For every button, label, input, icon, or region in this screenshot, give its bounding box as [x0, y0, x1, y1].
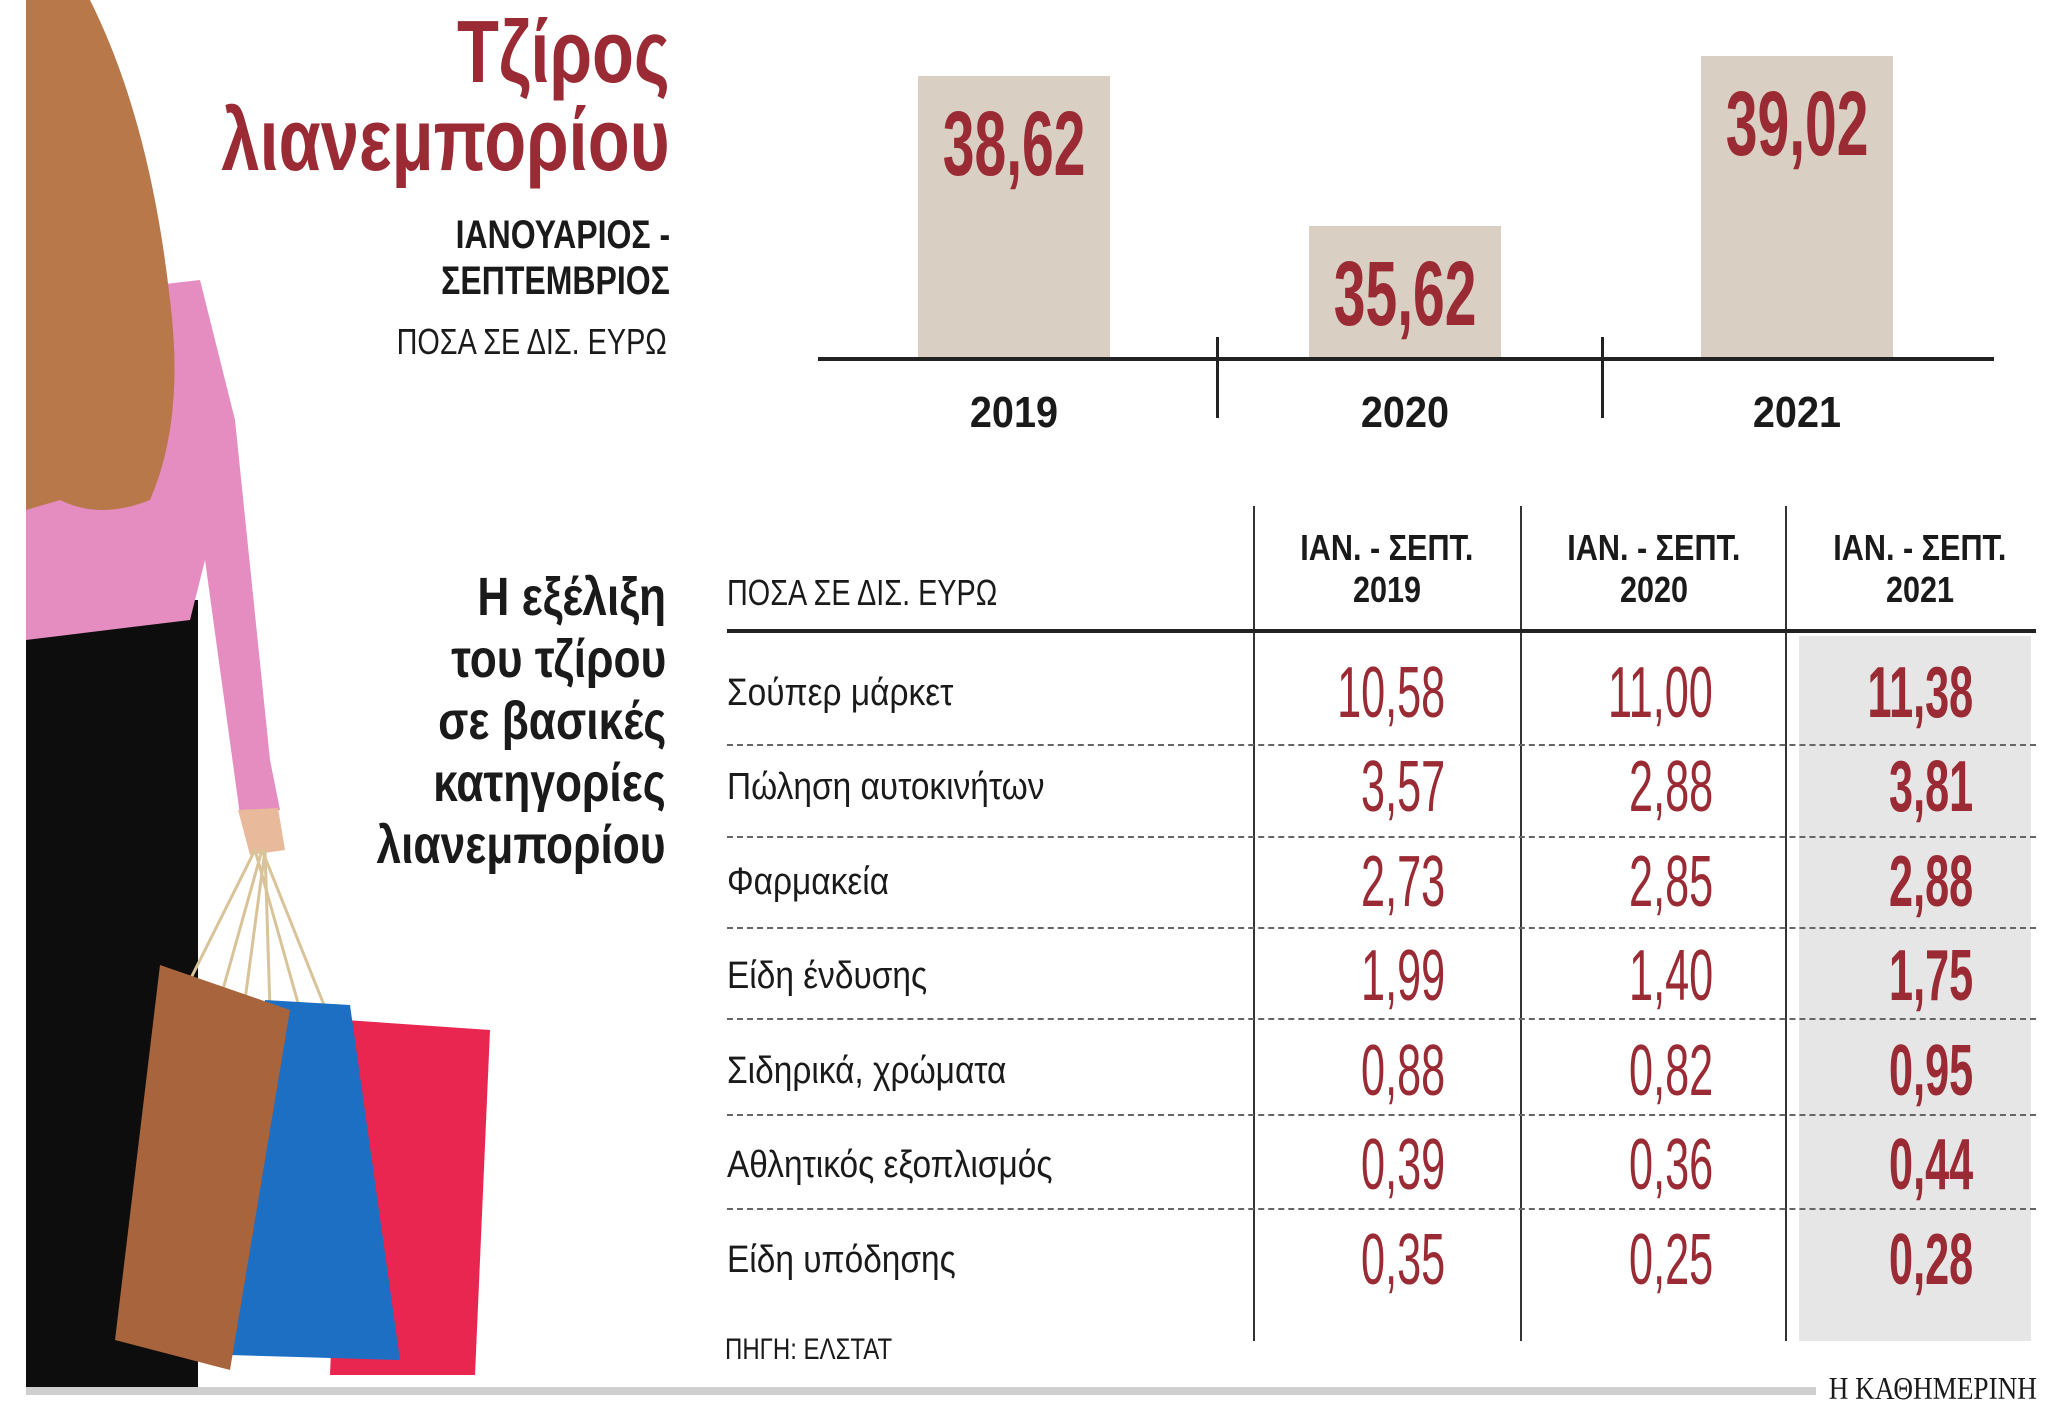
chart-title-line2: λιανεμπορίου	[221, 90, 670, 189]
x-tick-label: 2021	[1752, 388, 1842, 437]
source-note: ΠΗΓΗ: ΕΛΣΤΑΤ	[725, 1333, 893, 1366]
cell-value: 1,99	[1360, 936, 1445, 1016]
cell-value: 0,25	[1628, 1220, 1713, 1300]
cell-value: 0,95	[1888, 1031, 1973, 1111]
brand-logo: Η ΚΑΘΗΜΕΡΙΝΗ	[1828, 1370, 2037, 1406]
hair-shape	[26, 0, 175, 510]
cell-value: 1,40	[1628, 936, 1713, 1016]
table-unit-label: ΠΟΣΑ ΣΕ ΔΙΣ. ΕΥΡΩ	[727, 572, 998, 613]
woman-with-shopping-bags-photo	[26, 0, 490, 1390]
column-divider	[1520, 506, 1522, 1341]
bar-2020	[1309, 226, 1501, 357]
cell-value: 2,88	[1888, 842, 1973, 922]
row-separator	[727, 1208, 2036, 1210]
x-tick-label: 2020	[1360, 388, 1450, 437]
cell-value: 3,81	[1888, 747, 1973, 827]
axis-divider-tick	[1216, 337, 1219, 418]
column-divider	[1785, 506, 1787, 1341]
highlight-column-bg	[1799, 636, 2031, 1341]
row-label: Είδη υπόδησης	[727, 1239, 956, 1281]
cell-value: 1,75	[1888, 936, 1973, 1016]
column-divider	[1253, 506, 1255, 1341]
cell-value: 10,58	[1336, 653, 1445, 733]
row-separator	[727, 1018, 2036, 1020]
row-separator	[727, 836, 2036, 838]
table-heading-line: του τζίρου	[450, 629, 666, 689]
cell-value: 11,38	[1867, 653, 1973, 733]
bar-2021	[1701, 56, 1893, 357]
row-label: Φαρμακεία	[727, 861, 890, 903]
cell-value: 0,88	[1360, 1031, 1445, 1111]
cell-value: 2,73	[1360, 842, 1445, 922]
cell-value: 0,36	[1628, 1125, 1713, 1205]
brown-bag	[115, 965, 290, 1370]
cell-value: 0,44	[1888, 1125, 1973, 1205]
hand-shape	[238, 808, 285, 855]
cell-value: 0,39	[1360, 1125, 1445, 1205]
cell-value: 3,57	[1360, 747, 1445, 827]
x-tick-label: 2019	[969, 388, 1059, 437]
cell-value: 2,85	[1628, 842, 1713, 922]
cell-value: 0,82	[1628, 1031, 1713, 1111]
header-rule	[727, 629, 2036, 633]
row-label: Αθλητικός εξοπλισμός	[727, 1144, 1053, 1186]
cell-value: 11,00	[1608, 653, 1713, 733]
axis-divider-tick	[1601, 337, 1604, 418]
cell-value: 0,28	[1888, 1220, 1973, 1300]
bar-2019	[918, 76, 1110, 357]
row-label: Σιδηρικά, χρώματα	[727, 1050, 1007, 1092]
unit-label: ΠΟΣΑ ΣΕ ΔΙΣ. ΕΥΡΩ	[396, 321, 667, 362]
footer-rule	[26, 1387, 1816, 1395]
bag-handles	[188, 845, 332, 1021]
row-separator	[727, 1114, 2036, 1116]
row-label: Σούπερ μάρκετ	[727, 672, 954, 714]
row-separator	[727, 927, 2036, 929]
table-heading-line: Η εξέλιξη	[477, 567, 666, 627]
table-heading-line: σε βασικές	[437, 691, 666, 751]
row-separator	[727, 744, 2036, 746]
bar-value-label: 35,62	[1333, 243, 1477, 345]
x-axis-line	[818, 357, 1994, 361]
table-heading-line: κατηγορίες	[433, 753, 666, 813]
column-header-2021: ΙΑΝ. - ΣΕΠΤ. 2021	[1833, 527, 2007, 610]
row-label: Είδη ένδυσης	[727, 955, 928, 997]
cell-value: 0,35	[1360, 1220, 1445, 1300]
bar-value-label: 38,62	[942, 93, 1086, 195]
bar-value-label: 39,02	[1725, 73, 1869, 175]
cell-value: 2,88	[1628, 747, 1713, 827]
chart-title-line1: Τζίρος	[457, 2, 670, 101]
period-line1: ΙΑΝΟΥΑΡΙΟΣ -	[455, 213, 670, 257]
column-header-2020: ΙΑΝ. - ΣΕΠΤ. 2020	[1567, 527, 1741, 610]
row-label: Πώληση αυτοκινήτων	[727, 766, 1045, 808]
column-header-2019: ΙΑΝ. - ΣΕΠΤ. 2019	[1300, 527, 1474, 610]
table-heading-line: λιανεμπορίου	[376, 815, 666, 875]
table-heading: Η εξέλιξη του τζίρου σε βασικές κατηγορί…	[313, 566, 666, 876]
period-line2: ΣΕΠΤΕΜΒΡΙΟΣ	[441, 259, 670, 303]
